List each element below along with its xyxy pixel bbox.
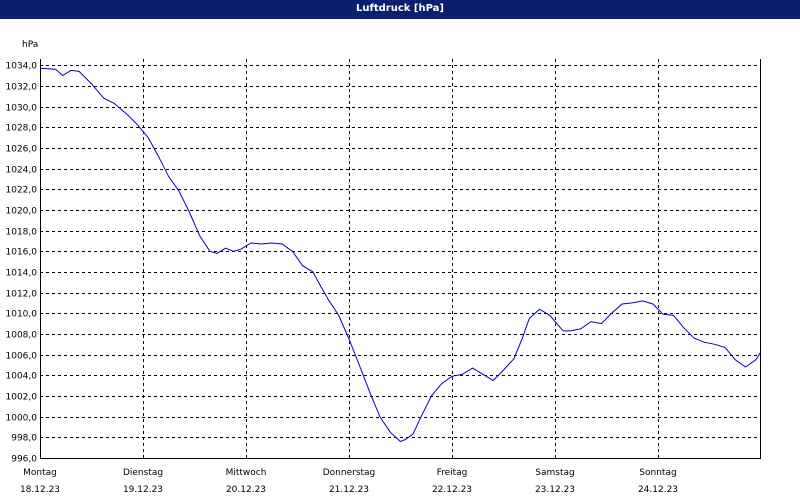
y-axis-unit-label: hPa	[22, 40, 38, 50]
y-tick-label: 1008,0	[6, 331, 38, 341]
x-tick-day-label: Dienstag	[123, 468, 163, 478]
chart-title: Luftdruck [hPa]	[0, 0, 800, 19]
x-tick-day-label: Mittwoch	[226, 468, 267, 478]
y-tick-label: 1026,0	[6, 145, 38, 155]
y-tick-label: 1004,0	[6, 372, 38, 382]
y-tick-label: 1022,0	[6, 186, 38, 196]
y-tick-label: 1014,0	[6, 269, 38, 279]
pressure-chart: 1034,0 1032,0 1030,0 1028,0 1026,0 1024,0 1022…	[6, 40, 762, 495]
y-tick-label: 1006,0	[6, 352, 38, 362]
x-tick-date-label: 18.12.23	[20, 485, 60, 495]
y-tick-label: 1002,0	[6, 393, 38, 403]
y-tick-label: 1034,0	[6, 62, 38, 72]
y-tick-label: 1032,0	[6, 83, 38, 93]
y-tick-label: 1000,0	[6, 414, 38, 424]
y-tick-label: 1024,0	[6, 166, 38, 176]
y-tick-label: 1020,0	[6, 207, 38, 217]
series-line-luftdruck	[39, 67, 762, 443]
y-tick-label: 1012,0	[6, 290, 38, 300]
y-tick-label: 1030,0	[6, 104, 38, 114]
y-tick-label: 1016,0	[6, 248, 38, 258]
x-tick-day-label: Samstag	[535, 468, 574, 478]
y-tick-label: 1018,0	[6, 228, 38, 238]
x-tick-date-label: 19.12.23	[123, 485, 163, 495]
y-tick-label: 1028,0	[6, 124, 38, 134]
x-tick-day-label: Donnerstag	[323, 468, 376, 478]
x-tick-day-label: Freitag	[437, 468, 468, 478]
x-tick-day-label: Montag	[23, 468, 57, 478]
y-tick-label: 1010,0	[6, 310, 38, 320]
x-tick-date-label: 20.12.23	[226, 485, 266, 495]
x-tick-date-label: 22.12.23	[432, 485, 472, 495]
x-tick-day-label: Sonntag	[639, 468, 676, 478]
x-tick-date-label: 24.12.23	[638, 485, 678, 495]
x-tick-date-label: 21.12.23	[329, 485, 369, 495]
y-tick-label: 998,0	[11, 434, 37, 444]
y-tick-label: 996,0	[11, 455, 37, 465]
x-tick-date-label: 23.12.23	[535, 485, 575, 495]
